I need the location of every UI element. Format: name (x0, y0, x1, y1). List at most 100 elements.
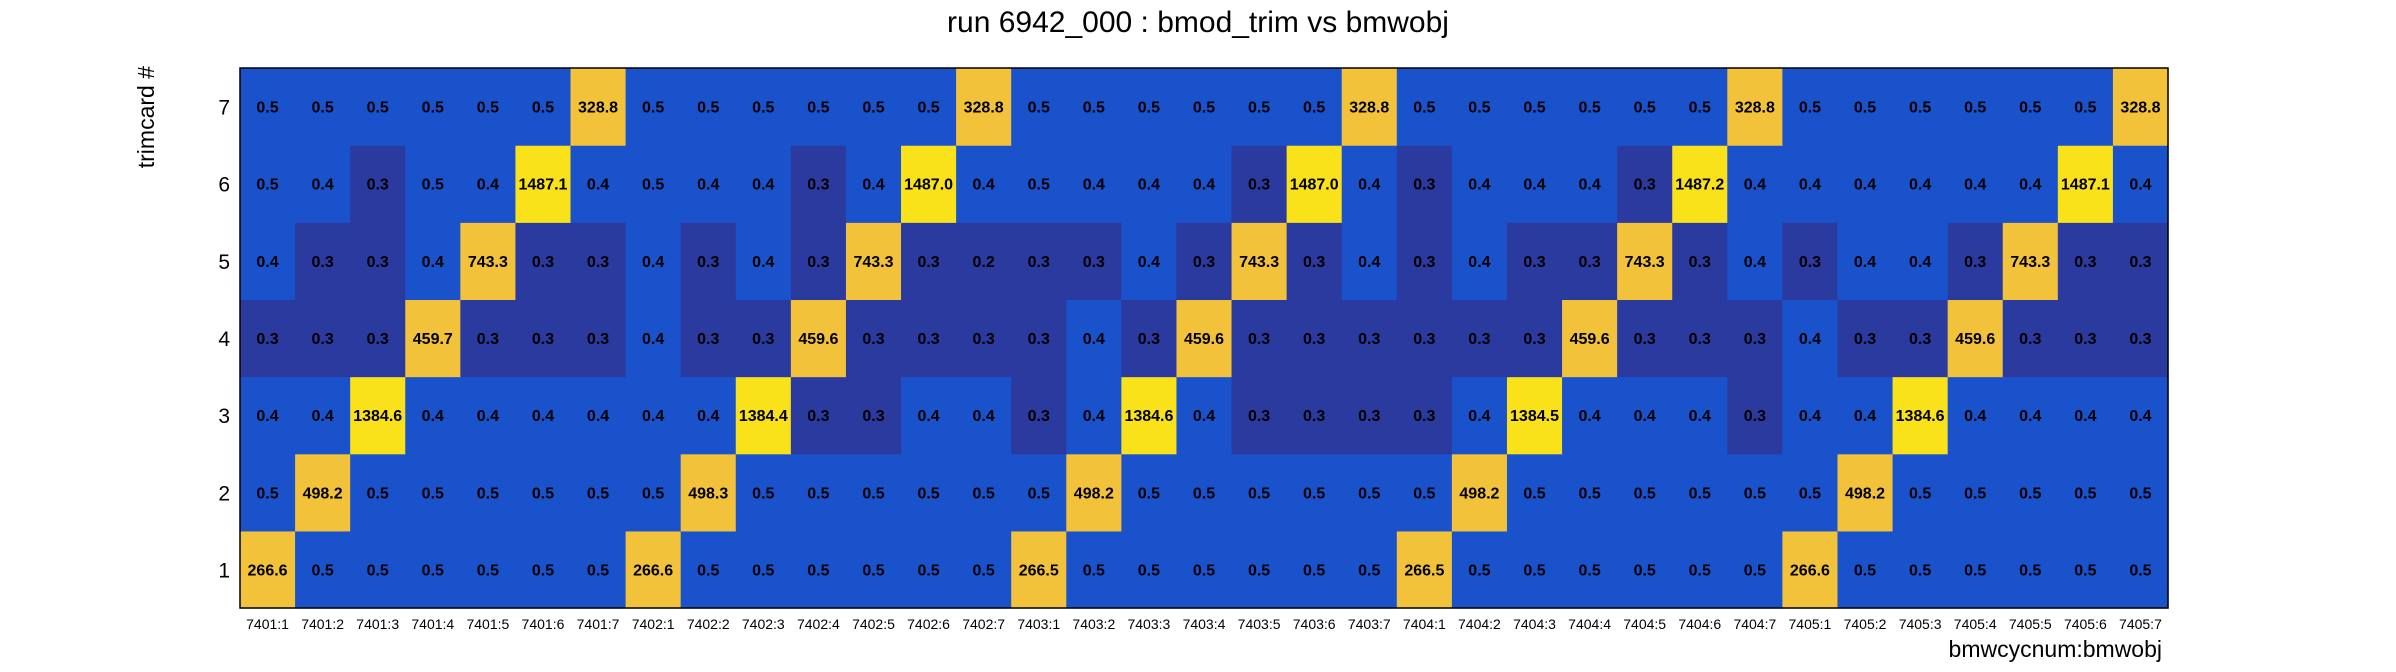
cell-value-label: 0.5 (1578, 100, 1600, 117)
heatmap-cell (1396, 145, 1453, 223)
cell-value-label: 0.5 (807, 485, 829, 502)
cell-value-label: 0.4 (1744, 254, 1766, 271)
cell-value-label: 0.4 (2019, 177, 2041, 194)
heatmap-cell (845, 530, 902, 609)
heatmap-cell (1892, 453, 1949, 532)
cell-value-label: 0.3 (1799, 254, 1821, 271)
cell-value-label: 1384.6 (353, 408, 402, 425)
cell-value-label: 0.3 (2129, 254, 2151, 271)
heatmap-cell (2002, 222, 2059, 301)
heatmap-cell (956, 299, 1012, 378)
cell-value-label: 0.5 (477, 562, 499, 579)
cell-value-label: 0.3 (1303, 331, 1325, 348)
cell-value-label: 0.3 (532, 331, 554, 348)
heatmap-cell (1286, 68, 1343, 146)
cell-value-label: 328.8 (1349, 100, 1389, 117)
heatmap-cell (680, 299, 737, 378)
heatmap-cell (1121, 530, 1178, 609)
heatmap-cell (680, 145, 737, 223)
cell-value-label: 0.5 (862, 562, 884, 579)
cell-value-label: 0.3 (1413, 408, 1435, 425)
cell-value-label: 0.5 (752, 485, 774, 502)
cell-value-label: 0.3 (1634, 177, 1656, 194)
cell-value-label: 743.3 (1239, 254, 1279, 271)
x-tick-label: 7403:4 (1183, 616, 1226, 632)
heatmap-cell (625, 299, 682, 378)
cell-value-label: 0.5 (1413, 485, 1435, 502)
cell-value-label: 0.3 (1028, 254, 1050, 271)
heatmap-cell (1011, 299, 1067, 378)
cell-value-label: 498.2 (1845, 485, 1885, 502)
cell-value-label: 0.5 (1413, 100, 1435, 117)
cell-value-label: 0.4 (1083, 408, 1105, 425)
heatmap-cell (1947, 376, 2004, 455)
heatmap-cell (2002, 530, 2059, 609)
heatmap-cell (1562, 68, 1618, 146)
cell-value-label: 0.4 (697, 408, 719, 425)
heatmap-cell (1617, 299, 1673, 378)
x-tick-labels: 7401:1 7401:2 7401:3 7401:4 7401:5 7401:6 7401… (246, 616, 2162, 632)
heatmap-cell (1011, 376, 1067, 455)
cell-value-label: 328.8 (2120, 100, 2160, 117)
cell-value-label: 0.3 (1028, 408, 1050, 425)
heatmap-cell (1231, 68, 1288, 146)
chart-title: run 6942_000 : bmod_trim vs bmwobj (947, 6, 1449, 39)
cell-value-label: 0.5 (1523, 100, 1545, 117)
heatmap-cell (295, 145, 351, 223)
cell-value-label: 0.3 (1303, 408, 1325, 425)
heatmap-cell (2002, 299, 2059, 378)
heatmap-cell (1947, 453, 2004, 532)
heatmap-cell (1947, 145, 2004, 223)
heatmap-cell (1341, 453, 1398, 532)
cell-value-label: 0.3 (312, 254, 334, 271)
cell-value-label: 0.4 (642, 408, 664, 425)
cell-value-label: 0.4 (1634, 408, 1656, 425)
heatmap-cell (295, 530, 351, 609)
cell-value-label: 0.5 (532, 485, 554, 502)
x-tick-label: 7401:5 (466, 616, 509, 632)
heatmap-cell (2002, 376, 2059, 455)
heatmap-cell (901, 68, 957, 146)
heatmap-cell (460, 68, 517, 146)
heatmap-cell (1121, 68, 1178, 146)
cell-value-label: 0.4 (256, 408, 278, 425)
heatmap-cell (1011, 145, 1067, 223)
heatmap-cell (1672, 145, 1728, 223)
cell-value-label: 0.4 (256, 254, 278, 271)
cell-value-label: 0.3 (1578, 254, 1600, 271)
cell-value-label: 0.3 (1358, 408, 1380, 425)
cell-value-label: 743.3 (853, 254, 893, 271)
cell-value-label: 266.6 (633, 562, 673, 579)
heatmap-cell (405, 145, 461, 223)
heatmap-cell (956, 530, 1012, 609)
cell-value-label: 0.5 (1303, 100, 1325, 117)
x-tick-label: 7404:7 (1733, 616, 1776, 632)
heatmap-cell (625, 145, 682, 223)
cell-value-label: 0.5 (532, 562, 554, 579)
cell-value-label: 0.4 (1799, 408, 1821, 425)
cell-value-label: 0.4 (1138, 177, 1160, 194)
heatmap-cell (735, 145, 792, 223)
cell-value-label: 0.3 (1689, 254, 1711, 271)
heatmap-cell (2112, 145, 2169, 223)
cell-value-label: 0.5 (256, 177, 278, 194)
cell-value-label: 0.5 (1303, 562, 1325, 579)
cell-value-label: 0.5 (2129, 485, 2151, 502)
cell-value-label: 0.3 (1248, 331, 1270, 348)
heatmap-cell (2002, 68, 2059, 146)
heatmap-cell (1451, 453, 1508, 532)
cell-value-label: 0.3 (1413, 254, 1435, 271)
cell-value-label: 0.3 (1468, 331, 1490, 348)
cell-value-label: 1384.5 (1510, 408, 1559, 425)
cell-value-label: 0.4 (422, 408, 444, 425)
cell-value-label: 459.6 (1184, 331, 1224, 348)
heatmap-cell (240, 453, 296, 532)
cell-value-label: 0.4 (1909, 254, 1931, 271)
heatmap-cell (460, 530, 517, 609)
cell-value-label: 0.4 (1468, 254, 1490, 271)
cell-value-label: 0.3 (367, 254, 389, 271)
heatmap-cell (680, 453, 737, 532)
cell-value-label: 0.5 (2019, 562, 2041, 579)
cell-value-label: 0.3 (807, 408, 829, 425)
